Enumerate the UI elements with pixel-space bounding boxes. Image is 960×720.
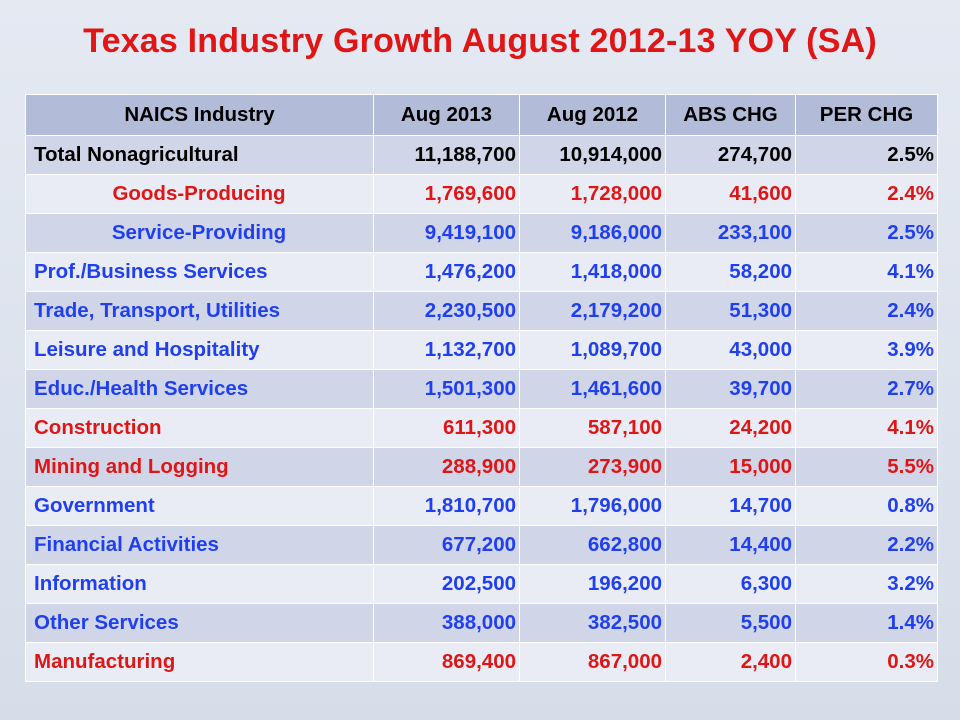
header-abs-chg: ABS CHG bbox=[665, 94, 796, 136]
aug-2012-cell: 382,500 bbox=[519, 603, 666, 643]
aug-2012-cell: 9,186,000 bbox=[519, 213, 666, 253]
aug-2013-cell: 1,769,600 bbox=[373, 174, 520, 214]
table-row: Service-Providing 9,419,100 9,186,000 233,1… bbox=[25, 213, 938, 253]
abs-chg-cell: 39,700 bbox=[665, 369, 796, 409]
header-per-chg: PER CHG bbox=[795, 94, 938, 136]
aug-2013-cell: 1,501,300 bbox=[373, 369, 520, 409]
industry-cell: Educ./Health Services bbox=[25, 369, 374, 409]
aug-2013-cell: 677,200 bbox=[373, 525, 520, 565]
per-chg-cell: 2.4% bbox=[795, 174, 938, 214]
aug-2012-cell: 196,200 bbox=[519, 564, 666, 604]
aug-2013-cell: 288,900 bbox=[373, 447, 520, 487]
per-chg-cell: 5.5% bbox=[795, 447, 938, 487]
table-row: Other Services 388,000 382,500 5,500 1.4% bbox=[25, 603, 938, 643]
table-row: Manufacturing 869,400 867,000 2,400 0.3% bbox=[25, 642, 938, 682]
per-chg-cell: 2.5% bbox=[795, 135, 938, 175]
abs-chg-cell: 233,100 bbox=[665, 213, 796, 253]
page-title: Texas Industry Growth August 2012-13 YOY… bbox=[83, 22, 877, 60]
industry-cell: Other Services bbox=[25, 603, 374, 643]
table-row: Prof./Business Services 1,476,200 1,418,00… bbox=[25, 252, 938, 292]
header-aug-2012: Aug 2012 bbox=[519, 94, 666, 136]
aug-2013-cell: 202,500 bbox=[373, 564, 520, 604]
industry-cell: Prof./Business Services bbox=[25, 252, 374, 292]
aug-2012-cell: 662,800 bbox=[519, 525, 666, 565]
industry-cell: Manufacturing bbox=[25, 642, 374, 682]
table-row: Financial Activities 677,200 662,800 14,400… bbox=[25, 525, 938, 565]
industry-growth-table: NAICS Industry Aug 2013 Aug 2012 ABS CHG… bbox=[25, 94, 938, 682]
aug-2012-cell: 2,179,200 bbox=[519, 291, 666, 331]
per-chg-cell: 2.5% bbox=[795, 213, 938, 253]
table-row: Construction 611,300 587,100 24,200 4.1% bbox=[25, 408, 938, 448]
aug-2013-cell: 388,000 bbox=[373, 603, 520, 643]
aug-2012-cell: 1,089,700 bbox=[519, 330, 666, 370]
per-chg-cell: 2.2% bbox=[795, 525, 938, 565]
aug-2013-cell: 869,400 bbox=[373, 642, 520, 682]
aug-2013-cell: 2,230,500 bbox=[373, 291, 520, 331]
abs-chg-cell: 14,700 bbox=[665, 486, 796, 526]
per-chg-cell: 2.4% bbox=[795, 291, 938, 331]
aug-2013-cell: 1,476,200 bbox=[373, 252, 520, 292]
industry-cell: Service-Providing bbox=[25, 213, 374, 253]
abs-chg-cell: 41,600 bbox=[665, 174, 796, 214]
table-row: Trade, Transport, Utilities 2,230,500 2,17… bbox=[25, 291, 938, 331]
aug-2013-cell: 611,300 bbox=[373, 408, 520, 448]
industry-cell: Total Nonagricultural bbox=[25, 135, 374, 175]
per-chg-cell: 4.1% bbox=[795, 408, 938, 448]
table-row: Total Nonagricultural 11,188,700 10,914,00… bbox=[25, 135, 938, 175]
header-aug-2013: Aug 2013 bbox=[373, 94, 520, 136]
header-row: NAICS Industry Aug 2013 Aug 2012 ABS CHG… bbox=[25, 94, 938, 136]
aug-2012-cell: 1,418,000 bbox=[519, 252, 666, 292]
abs-chg-cell: 43,000 bbox=[665, 330, 796, 370]
abs-chg-cell: 274,700 bbox=[665, 135, 796, 175]
per-chg-cell: 2.7% bbox=[795, 369, 938, 409]
abs-chg-cell: 14,400 bbox=[665, 525, 796, 565]
aug-2012-cell: 1,796,000 bbox=[519, 486, 666, 526]
industry-cell: Financial Activities bbox=[25, 525, 374, 565]
industry-cell: Information bbox=[25, 564, 374, 604]
aug-2012-cell: 273,900 bbox=[519, 447, 666, 487]
aug-2012-cell: 867,000 bbox=[519, 642, 666, 682]
per-chg-cell: 3.9% bbox=[795, 330, 938, 370]
aug-2012-cell: 1,728,000 bbox=[519, 174, 666, 214]
table-header: NAICS Industry Aug 2013 Aug 2012 ABS CHG… bbox=[25, 94, 938, 136]
per-chg-cell: 3.2% bbox=[795, 564, 938, 604]
abs-chg-cell: 24,200 bbox=[665, 408, 796, 448]
industry-cell: Goods-Producing bbox=[25, 174, 374, 214]
table-row: Educ./Health Services 1,501,300 1,461,600 3… bbox=[25, 369, 938, 409]
industry-cell: Leisure and Hospitality bbox=[25, 330, 374, 370]
table-row: Leisure and Hospitality 1,132,700 1,089,70… bbox=[25, 330, 938, 370]
industry-cell: Construction bbox=[25, 408, 374, 448]
industry-cell: Mining and Logging bbox=[25, 447, 374, 487]
table-row: Government 1,810,700 1,796,000 14,700 0.8% bbox=[25, 486, 938, 526]
abs-chg-cell: 5,500 bbox=[665, 603, 796, 643]
table-row: Information 202,500 196,200 6,300 3.2% bbox=[25, 564, 938, 604]
industry-cell: Government bbox=[25, 486, 374, 526]
abs-chg-cell: 15,000 bbox=[665, 447, 796, 487]
aug-2013-cell: 1,132,700 bbox=[373, 330, 520, 370]
aug-2012-cell: 10,914,000 bbox=[519, 135, 666, 175]
per-chg-cell: 0.8% bbox=[795, 486, 938, 526]
abs-chg-cell: 58,200 bbox=[665, 252, 796, 292]
per-chg-cell: 4.1% bbox=[795, 252, 938, 292]
table-row: Goods-Producing 1,769,600 1,728,000 41,600 2… bbox=[25, 174, 938, 214]
per-chg-cell: 0.3% bbox=[795, 642, 938, 682]
aug-2012-cell: 1,461,600 bbox=[519, 369, 666, 409]
per-chg-cell: 1.4% bbox=[795, 603, 938, 643]
aug-2013-cell: 9,419,100 bbox=[373, 213, 520, 253]
aug-2012-cell: 587,100 bbox=[519, 408, 666, 448]
abs-chg-cell: 2,400 bbox=[665, 642, 796, 682]
industry-cell: Trade, Transport, Utilities bbox=[25, 291, 374, 331]
abs-chg-cell: 6,300 bbox=[665, 564, 796, 604]
header-naics-industry: NAICS Industry bbox=[25, 94, 374, 136]
abs-chg-cell: 51,300 bbox=[665, 291, 796, 331]
aug-2013-cell: 11,188,700 bbox=[373, 135, 520, 175]
table-row: Mining and Logging 288,900 273,900 15,000 5.… bbox=[25, 447, 938, 487]
table-body: Total Nonagricultural 11,188,700 10,914,00… bbox=[25, 135, 938, 682]
aug-2013-cell: 1,810,700 bbox=[373, 486, 520, 526]
